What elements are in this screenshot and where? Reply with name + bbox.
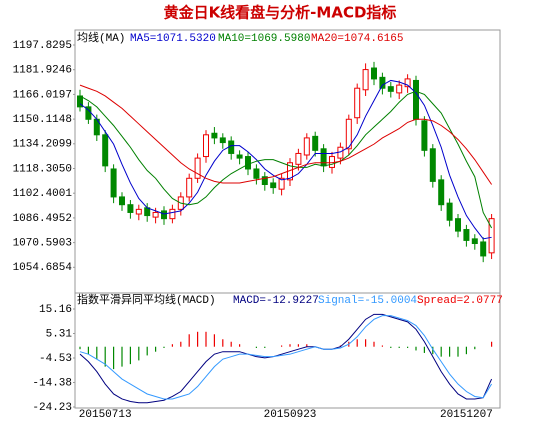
candle-body [421,120,428,151]
legend-entry: MA10=1069.5980 [218,33,310,45]
legend-entry: MACD=-12.9227 [233,295,319,307]
candle-body [194,157,201,179]
legend-entry: MA5=1071.5320 [130,33,216,45]
candle-body [345,118,352,150]
y-tick-label: 1197.8295 [13,40,72,52]
legend-entry: Signal=-15.0004 [318,295,417,307]
y-tick-label: 15.16 [39,304,72,316]
candle-body [219,137,226,144]
candle-body [463,229,470,241]
candle-body [110,168,117,198]
candle-body [480,241,487,257]
candle-body [236,154,243,159]
y-tick-label: -14.38 [32,377,72,389]
candle-body [488,218,495,254]
candle-body [446,202,453,221]
candle-body [228,140,235,154]
y-tick-label: 5.31 [46,328,73,340]
legend-title: 均线(MA) [77,30,125,45]
candle-body [404,78,411,88]
line-series [79,79,492,240]
y-tick-label: 1086.4952 [13,213,72,225]
candle-body [471,238,478,245]
macd-panel [74,292,501,409]
candle-body [379,76,386,89]
y-tick-label: -4.53 [39,353,72,365]
candle-body [429,148,436,182]
candle-body [312,135,319,151]
candle-body [438,179,445,206]
candle-body [455,218,461,232]
legend-entry: Spread=2.0777 [417,295,503,307]
y-tick-label: 1134.2099 [13,139,72,151]
candle-body [371,67,377,80]
candle-body [135,208,142,215]
y-tick-label: 1070.5903 [13,238,72,250]
line-series [79,313,493,404]
candle-body [396,84,403,94]
candle-body [245,156,251,170]
x-tick-label: 20150713 [79,409,132,421]
candle-body [152,211,159,218]
candle-body [303,137,310,156]
y-tick-label: 1118.3050 [13,163,72,175]
chart-title: 黄金日K线看盘与分析-MACD指标 [164,4,397,22]
candle-body [354,87,361,119]
candle-body [295,152,302,165]
x-tick-label: 20151207 [440,409,493,421]
candle-body [102,134,109,167]
candle-body [387,86,394,92]
line-series [79,90,493,229]
candle-body [362,69,369,91]
y-tick-label: 1054.6854 [13,262,73,274]
candle-body [169,208,176,220]
y-tick-label: 1150.1148 [13,114,72,126]
price-panel [74,29,501,294]
candle-body [186,177,193,198]
candle-body [278,177,285,190]
candle-body [211,132,218,139]
legend-entry: MA20=1074.6165 [311,33,403,45]
legend-title: 指数平滑异同平均线(MACD) [77,292,216,307]
candle-body [161,210,167,220]
candle-body [413,79,419,120]
y-tick-label: 1181.9246 [13,65,72,77]
y-tick-label: 1166.0197 [13,89,72,101]
line-series [79,315,493,400]
candle-body [261,176,268,186]
candle-body [320,148,327,167]
line-series [79,84,493,185]
candle-body [127,204,134,213]
candle-body [119,196,125,206]
y-tick-label: 1102.4001 [13,188,73,200]
candle-body [270,182,277,189]
y-tick-label: -24.23 [32,402,72,414]
candle-body [253,168,260,179]
x-tick-label: 20150923 [264,409,317,421]
candle-body [203,134,209,158]
